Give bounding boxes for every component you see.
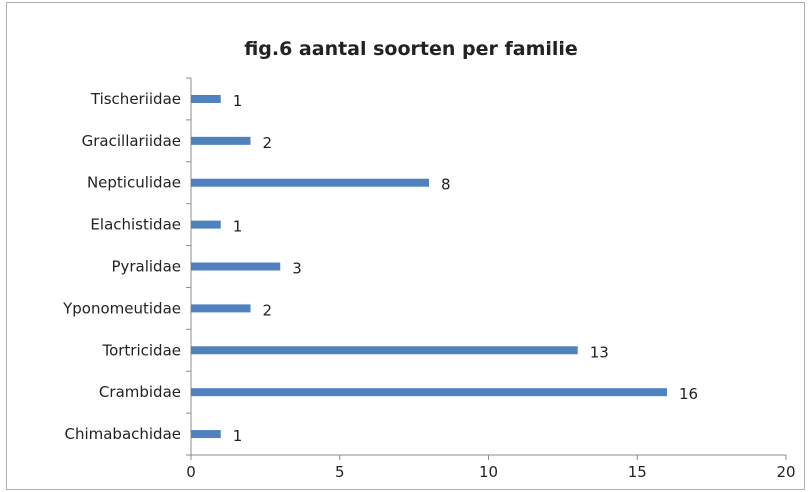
bar-nepticulidae — [191, 179, 429, 187]
x-tick-label: 5 — [335, 463, 345, 481]
category-label: Pyralidae — [111, 258, 181, 276]
x-tick-label: 10 — [479, 463, 498, 481]
chart-title: fig.6 aantal soorten per familie — [244, 38, 578, 60]
category-label: Crambidae — [99, 383, 181, 401]
data-label: 3 — [292, 260, 302, 278]
category-label: Tischeriidae — [90, 90, 181, 108]
category-label: Gracillariidae — [82, 132, 181, 150]
category-label: Tortricidae — [101, 341, 181, 359]
data-label: 1 — [233, 427, 243, 445]
bar-gracillariidae — [191, 137, 251, 145]
data-label: 16 — [679, 385, 698, 403]
x-tick-label: 15 — [628, 463, 647, 481]
category-label: Chimabachidae — [64, 425, 181, 443]
bar-crambidae — [191, 388, 667, 396]
bar-elachistidae — [191, 221, 221, 229]
data-label: 8 — [441, 176, 451, 194]
category-label: Elachistidae — [90, 216, 181, 234]
data-label: 2 — [263, 134, 273, 152]
category-label: Yponomeutidae — [62, 299, 181, 317]
x-tick-label: 20 — [776, 463, 795, 481]
data-label: 2 — [263, 301, 273, 319]
data-label: 1 — [233, 92, 243, 110]
bar-yponomeutidae — [191, 304, 251, 312]
category-label: Nepticulidae — [87, 174, 181, 192]
plot-area: 0 5 10 15 20 Chimabachidae 1 Crambidae 16 Tortric… — [62, 78, 795, 481]
data-label: 13 — [590, 343, 609, 361]
bar-tortricidae — [191, 346, 578, 354]
bar-tischeriidae — [191, 95, 221, 103]
x-tick-label: 0 — [186, 463, 196, 481]
bar-chimabachidae — [191, 430, 221, 438]
data-label: 1 — [233, 218, 243, 236]
bar-pyralidae — [191, 263, 280, 271]
